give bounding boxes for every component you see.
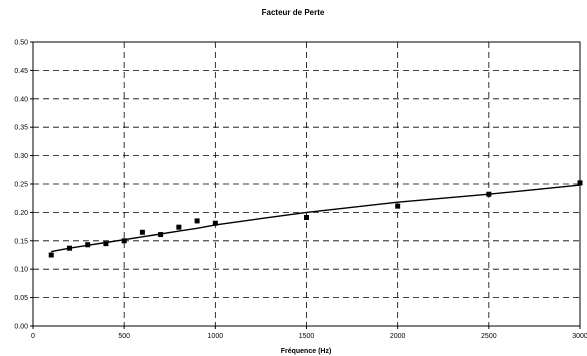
y-tick-label: 0.25	[14, 182, 28, 189]
trend-line	[51, 184, 581, 253]
x-tick-label: 2000	[390, 333, 406, 340]
data-point	[176, 224, 182, 230]
x-axis-label: Fréquence (Hz)	[281, 348, 332, 355]
x-tick-label: 0	[31, 333, 35, 340]
data-point	[194, 218, 200, 224]
y-tick-label: 0.45	[14, 68, 28, 75]
y-tick-label: 0.05	[14, 295, 28, 302]
grid-lines	[33, 42, 580, 326]
data-point	[486, 191, 492, 197]
x-tick-label: 3000	[572, 333, 587, 340]
x-tick-label: 1500	[299, 333, 315, 340]
y-axis-tick-labels: 0.00 0.05 0.10 0.15 0.20 0.25 0.30 0.35 0.40 0.45…	[14, 40, 28, 331]
x-tick-label: 1000	[208, 333, 224, 340]
data-point	[66, 245, 72, 251]
x-tick-label: 500	[118, 333, 130, 340]
y-tick-label: 0.10	[14, 267, 28, 274]
y-tick-label: 0.35	[14, 125, 28, 132]
data-point	[304, 215, 309, 221]
data-point	[577, 180, 583, 186]
data-points	[48, 180, 583, 258]
data-point	[158, 232, 164, 238]
data-point	[139, 229, 145, 235]
axis-ticks	[30, 41, 581, 329]
y-tick-label: 0.50	[14, 40, 28, 47]
y-tick-label: 0.30	[14, 153, 28, 160]
y-tick-label: 0.00	[14, 324, 28, 331]
data-point	[48, 252, 54, 258]
chart-title: Facteur de Perte	[262, 8, 325, 17]
data-point	[395, 203, 401, 209]
x-axis-tick-labels: 0 500 1000 1500 2000 2500 3000	[31, 333, 587, 340]
data-point	[121, 238, 127, 244]
y-tick-label: 0.40	[14, 96, 28, 103]
data-point	[103, 241, 109, 247]
y-tick-label: 0.15	[14, 238, 28, 245]
data-point	[85, 242, 91, 248]
data-point	[212, 220, 218, 226]
y-tick-label: 0.20	[14, 210, 28, 217]
x-tick-label: 2500	[481, 333, 497, 340]
